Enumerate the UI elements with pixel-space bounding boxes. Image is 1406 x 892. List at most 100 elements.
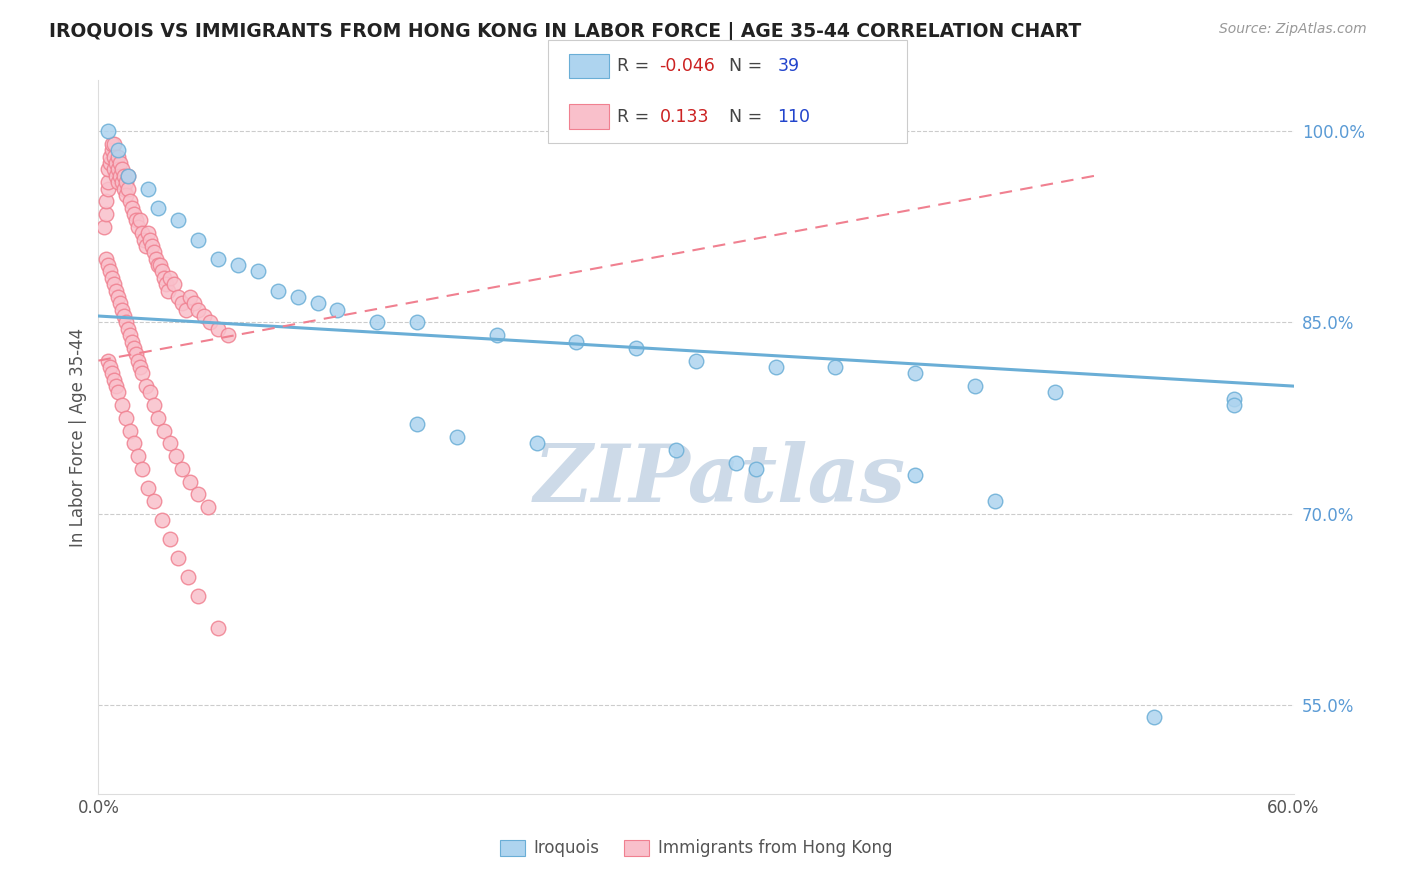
Point — [107, 175, 129, 189]
Point — [179, 290, 201, 304]
Point — [167, 213, 190, 227]
Point — [406, 315, 429, 329]
Text: N =: N = — [718, 57, 768, 75]
Point — [101, 270, 124, 285]
Point — [117, 322, 139, 336]
Point — [111, 302, 134, 317]
Point — [97, 353, 120, 368]
Point — [565, 334, 588, 349]
Point — [145, 252, 167, 266]
Point — [105, 379, 128, 393]
Point — [155, 277, 177, 292]
Point — [148, 258, 170, 272]
Point — [117, 169, 139, 183]
Point — [765, 359, 787, 374]
Point — [125, 347, 148, 361]
Point — [98, 264, 122, 278]
Point — [824, 359, 846, 374]
Point — [129, 359, 152, 374]
Point — [131, 462, 153, 476]
Text: Source: ZipAtlas.com: Source: ZipAtlas.com — [1219, 22, 1367, 37]
Point — [143, 245, 166, 260]
Point — [153, 424, 176, 438]
Point — [307, 296, 329, 310]
Text: 0.133: 0.133 — [659, 108, 709, 126]
Point — [97, 175, 120, 189]
Point — [124, 207, 146, 221]
Point — [685, 353, 707, 368]
Point — [159, 270, 181, 285]
Point — [121, 201, 143, 215]
Point — [105, 156, 128, 170]
Point — [174, 302, 197, 317]
Text: R =: R = — [617, 108, 655, 126]
Point — [125, 213, 148, 227]
Point — [136, 481, 159, 495]
Point — [103, 277, 125, 292]
Point — [97, 181, 120, 195]
Point — [406, 417, 429, 432]
Point — [117, 181, 139, 195]
Point — [187, 302, 209, 317]
Point — [139, 233, 162, 247]
Point — [141, 239, 163, 253]
Point — [115, 315, 138, 329]
Point — [134, 233, 156, 247]
Text: 110: 110 — [778, 108, 810, 126]
Point — [665, 442, 688, 457]
Point — [103, 150, 125, 164]
Point — [115, 175, 138, 189]
Point — [105, 169, 128, 183]
Point — [131, 367, 153, 381]
Point — [139, 385, 162, 400]
Point — [110, 156, 132, 170]
Point — [207, 621, 229, 635]
Point — [136, 226, 159, 240]
Point — [1223, 398, 1246, 412]
Point — [120, 194, 142, 209]
Point — [187, 233, 209, 247]
Point — [96, 194, 118, 209]
Point — [187, 590, 209, 604]
Point — [112, 309, 135, 323]
Point — [150, 513, 173, 527]
Point — [107, 162, 129, 177]
Point — [124, 341, 146, 355]
Point — [904, 367, 927, 381]
Legend: Iroquois, Immigrants from Hong Kong: Iroquois, Immigrants from Hong Kong — [494, 833, 898, 864]
Point — [115, 188, 138, 202]
Point — [107, 290, 129, 304]
Point — [172, 296, 194, 310]
Y-axis label: In Labor Force | Age 35-44: In Labor Force | Age 35-44 — [69, 327, 87, 547]
Point — [131, 226, 153, 240]
Point — [226, 258, 249, 272]
Point — [111, 398, 134, 412]
Point — [127, 219, 149, 234]
Point — [526, 436, 548, 450]
Point — [110, 169, 132, 183]
Point — [207, 322, 229, 336]
Point — [127, 449, 149, 463]
Text: 39: 39 — [778, 57, 800, 75]
Point — [963, 379, 986, 393]
Point — [98, 150, 122, 164]
Point — [153, 270, 176, 285]
Text: N =: N = — [718, 108, 768, 126]
Point — [98, 359, 122, 374]
Point — [148, 411, 170, 425]
Point — [485, 328, 508, 343]
Point — [1043, 385, 1066, 400]
Point — [724, 456, 747, 470]
Point — [207, 252, 229, 266]
Point — [110, 296, 132, 310]
Point — [326, 302, 349, 317]
Point — [446, 430, 468, 444]
Point — [103, 136, 125, 151]
Point — [105, 284, 128, 298]
Text: -0.046: -0.046 — [659, 57, 716, 75]
Point — [193, 309, 215, 323]
Point — [124, 436, 146, 450]
Point — [127, 353, 149, 368]
Text: IROQUOIS VS IMMIGRANTS FROM HONG KONG IN LABOR FORCE | AGE 35-44 CORRELATION CHA: IROQUOIS VS IMMIGRANTS FROM HONG KONG IN… — [49, 22, 1081, 42]
Point — [98, 156, 122, 170]
